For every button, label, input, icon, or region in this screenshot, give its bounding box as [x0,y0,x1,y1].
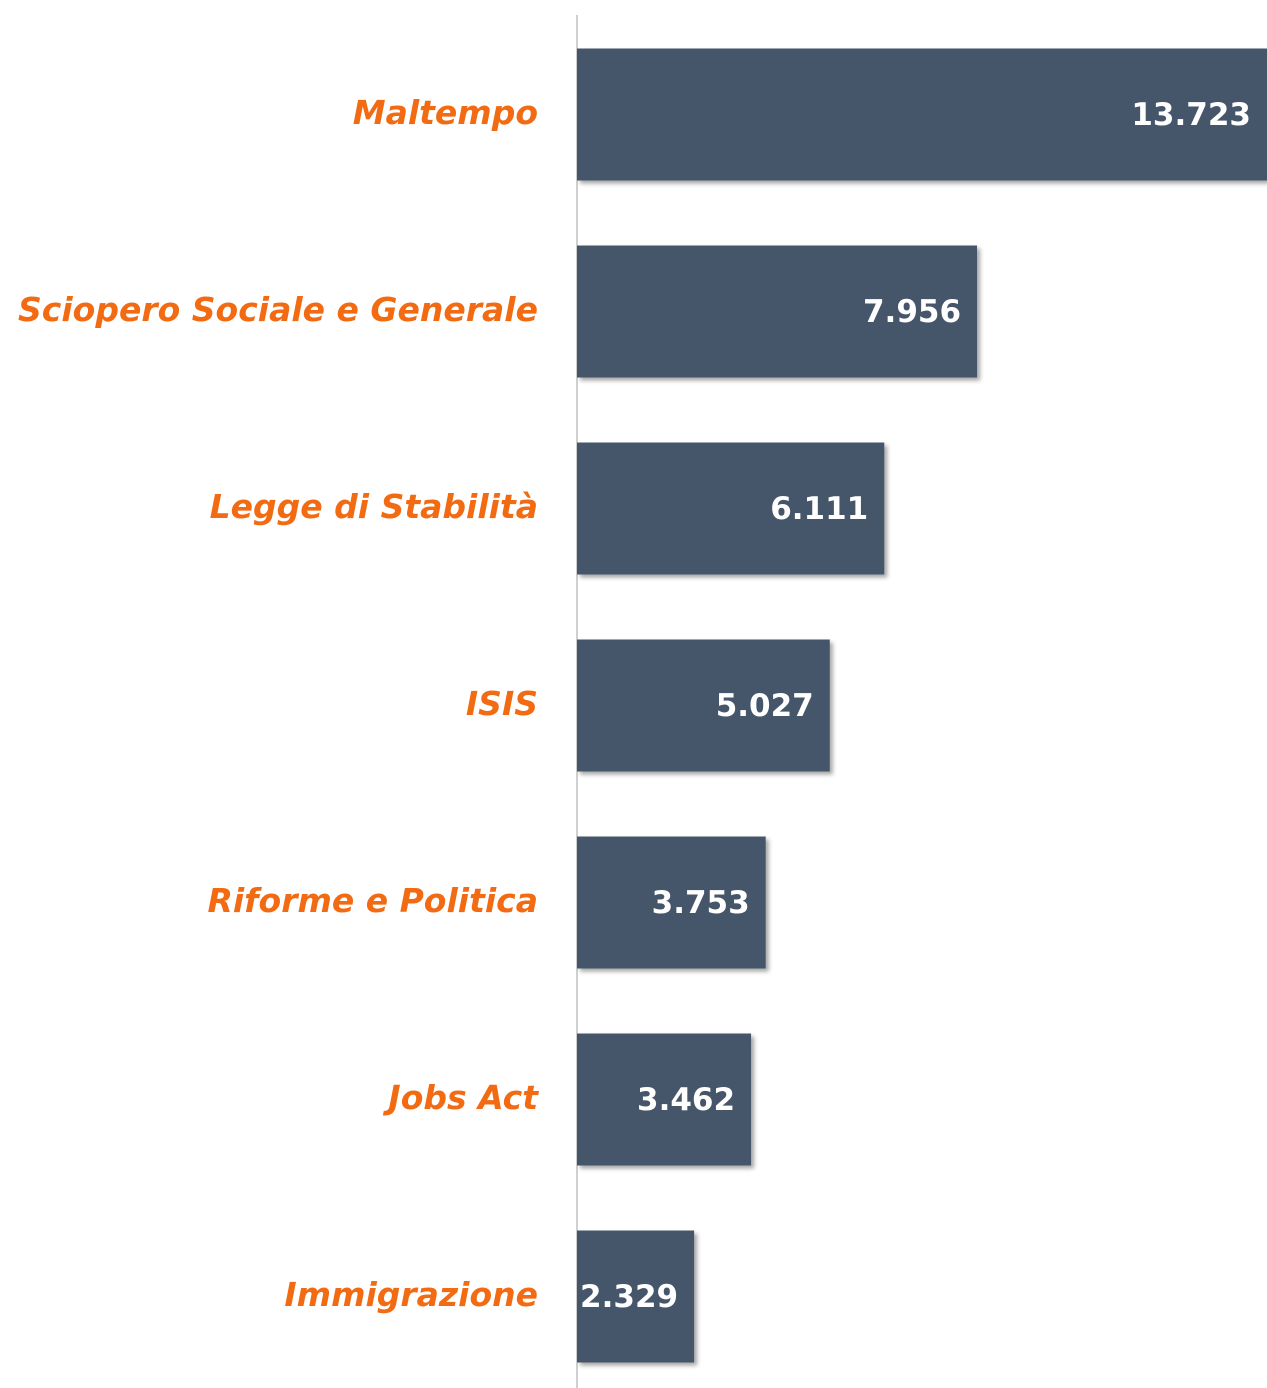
bar [577,442,885,575]
bar [577,639,830,772]
value-label: 5.027 [716,688,814,724]
category-label: Riforme e Politica [207,881,538,920]
category-label: Immigrazione [284,1275,538,1314]
value-label: 13.723 [1131,97,1251,133]
bar [577,1033,752,1166]
value-label: 3.462 [637,1082,735,1118]
category-label: Sciopero Sociale e Generale [18,290,538,329]
bar [577,48,1267,181]
value-label: 2.329 [580,1279,678,1315]
category-label: Maltempo [353,93,538,132]
bar [577,245,978,378]
category-label: ISIS [466,684,538,723]
category-label: Jobs Act [382,1078,539,1117]
bar [577,836,766,969]
value-label: 6.111 [770,491,868,527]
value-label: 7.956 [863,294,961,330]
category-label: Legge di Stabilità [210,487,538,526]
bar [577,1230,695,1363]
value-label: 3.753 [652,885,750,921]
